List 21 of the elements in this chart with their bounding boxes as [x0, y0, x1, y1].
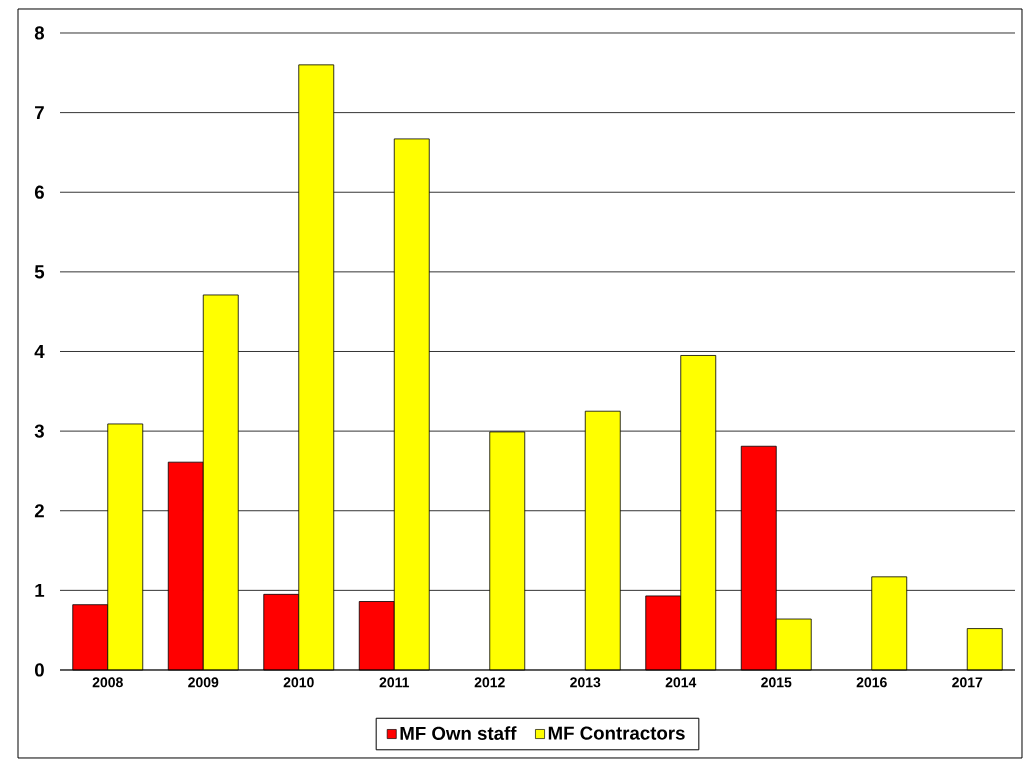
y-tick-label: 6: [34, 185, 44, 199]
y-tick-label: 3: [34, 424, 44, 438]
x-tick-label: 2016: [856, 677, 887, 688]
x-tick-label: 2013: [570, 677, 601, 688]
legend-label: MF Own staff: [400, 726, 517, 740]
y-tick-label: 7: [35, 106, 44, 120]
y-tick-label: 1: [35, 583, 45, 597]
y-tick-label: 5: [34, 265, 45, 279]
legend-label: MF Contractors: [548, 726, 685, 740]
x-tick-label: 2012: [474, 677, 505, 688]
y-tick-label: 4: [34, 345, 45, 358]
x-tick-label: 2017: [952, 677, 983, 688]
x-tick-label: 2015: [761, 677, 792, 688]
x-tick-label: 2011: [379, 677, 410, 688]
x-tick-label: 2009: [188, 677, 219, 688]
y-tick-label: 8: [34, 26, 45, 40]
y-tick-label: 0: [34, 663, 44, 677]
x-tick-label: 2010: [283, 677, 314, 688]
y-tick-label: 2: [34, 504, 44, 518]
x-tick-label: 2008: [92, 677, 123, 688]
x-tick-label: 2014: [665, 677, 697, 688]
